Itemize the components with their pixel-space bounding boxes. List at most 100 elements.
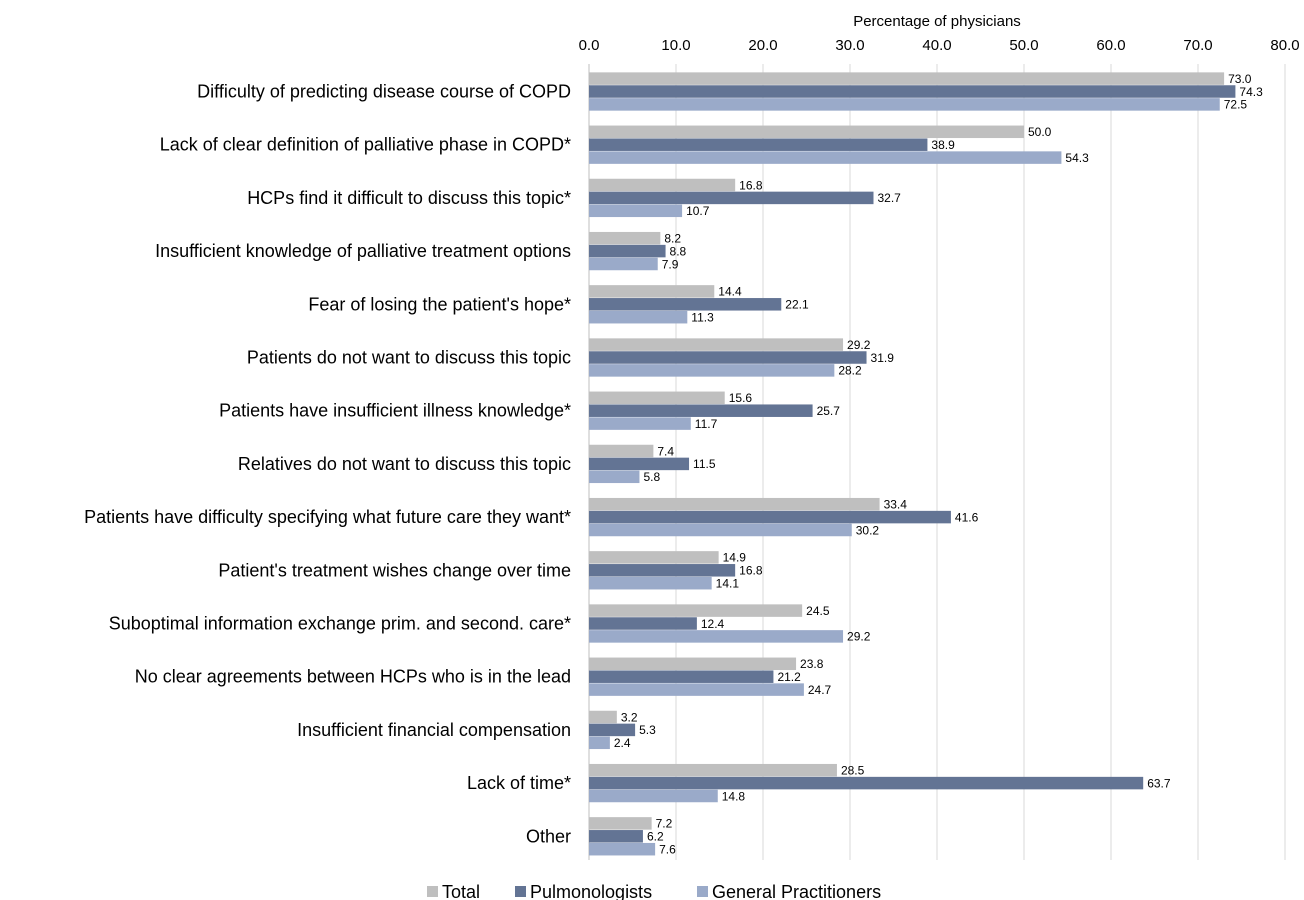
bars: [589, 72, 1236, 856]
category-label: Lack of time*: [467, 773, 571, 793]
bar: [589, 417, 691, 430]
bar: [589, 404, 813, 417]
bar: [589, 776, 1144, 790]
data-label: 32.7: [877, 191, 901, 205]
legend-label: Pulmonologists: [530, 882, 652, 900]
bar: [589, 842, 656, 856]
bar: [589, 830, 643, 843]
bar: [589, 191, 874, 205]
data-label: 2.4: [614, 736, 631, 750]
bar: [589, 736, 610, 750]
data-label: 33.4: [884, 498, 908, 512]
data-label: 7.9: [662, 257, 679, 271]
bar: [589, 657, 797, 671]
bar: [589, 470, 640, 484]
bar: [589, 710, 617, 724]
category-label: Insufficient knowledge of palliative tre…: [155, 241, 571, 261]
bar: [589, 444, 654, 458]
bar: [589, 85, 1236, 98]
data-label: 38.9: [931, 138, 955, 152]
bar: [589, 630, 844, 643]
data-label: 74.3: [1239, 85, 1263, 99]
category-label: Difficulty of predicting disease course …: [197, 82, 571, 102]
data-label: 50.0: [1028, 125, 1052, 139]
category-label: HCPs find it difficult to discuss this t…: [247, 188, 571, 208]
data-label: 73.0: [1228, 72, 1252, 86]
bar: [589, 285, 715, 298]
legend-label: Total: [442, 882, 480, 900]
bar: [589, 98, 1220, 111]
data-label: 63.7: [1147, 776, 1171, 790]
data-label: 3.2: [621, 710, 638, 724]
data-label: 24.7: [808, 683, 832, 697]
category-label: Patients do not want to discuss this top…: [247, 348, 571, 368]
bar: [589, 231, 661, 245]
bar: [589, 683, 804, 696]
category-label: Suboptimal information exchange prim. an…: [109, 614, 571, 634]
data-label: 30.2: [856, 523, 880, 537]
x-axis-title: Percentage of physicians: [853, 13, 1021, 30]
bar: [589, 617, 697, 630]
bar: [589, 310, 688, 324]
x-axis-ticks: 0.0 10.0 20.0 30.0 40.0 50.0 60.0 70.0 80.0: [579, 37, 1300, 54]
bar: [589, 510, 951, 524]
category-label: Patients have difficulty specifying what…: [84, 507, 571, 527]
data-label: 7.4: [657, 444, 674, 458]
bar: [589, 457, 690, 471]
data-label: 14.8: [722, 789, 746, 803]
category-label: Fear of losing the patient's hope*: [308, 294, 571, 314]
data-label: 31.9: [871, 351, 895, 365]
bar: [589, 351, 867, 364]
x-tick-label: 40.0: [922, 37, 951, 54]
bar: [589, 604, 803, 617]
bar: [589, 338, 844, 351]
data-label: 15.6: [729, 391, 753, 405]
data-label: 28.2: [838, 364, 862, 378]
legend: Total Pulmonologists General Practitioners: [427, 882, 881, 900]
data-label: 14.4: [718, 285, 742, 299]
data-label: 72.5: [1224, 98, 1248, 112]
x-tick-label: 70.0: [1183, 37, 1212, 54]
bar: [589, 789, 718, 803]
data-label: 21.2: [777, 670, 801, 684]
bar: [589, 298, 782, 311]
data-labels: 73.074.372.5 50.0 38.9 54.3 16.8 32.7 10.7 8.28…: [614, 72, 1263, 857]
data-label: 11.5: [693, 457, 716, 471]
legend-label: General Practitioners: [712, 882, 881, 900]
data-label: 11.3: [691, 311, 714, 325]
x-tick-label: 80.0: [1270, 37, 1299, 54]
data-label: 22.1: [785, 298, 809, 312]
bar: [589, 151, 1062, 164]
bar: [589, 72, 1225, 85]
bar: [589, 364, 835, 377]
data-label: 16.8: [739, 178, 763, 192]
data-label: 5.3: [639, 723, 656, 737]
bar: [589, 497, 880, 511]
bar: [589, 723, 636, 737]
data-label: 14.9: [723, 551, 747, 565]
category-label: Patient's treatment wishes change over t…: [218, 560, 571, 580]
legend-swatch: [697, 886, 708, 897]
x-tick-label: 20.0: [748, 37, 777, 54]
category-labels: Difficulty of predicting disease course …: [84, 82, 571, 847]
bar: [589, 391, 725, 405]
data-label: 29.2: [847, 630, 871, 644]
bar: [589, 523, 852, 537]
data-label: 7.2: [656, 817, 673, 831]
x-tick-label: 0.0: [579, 37, 600, 54]
data-label: 6.2: [647, 830, 664, 844]
data-label: 11.7: [695, 417, 718, 431]
data-label: 41.6: [955, 510, 979, 524]
data-label: 29.2: [847, 338, 871, 352]
category-label: No clear agreements between HCPs who is …: [135, 667, 571, 687]
data-label: 28.5: [841, 764, 865, 778]
bar: [589, 670, 774, 683]
data-label: 5.8: [643, 470, 660, 484]
data-label: 8.8: [670, 244, 687, 258]
legend-swatch: [515, 886, 526, 897]
data-label: 16.8: [739, 564, 763, 578]
bar: [589, 178, 736, 192]
data-label: 24.5: [806, 604, 830, 618]
x-tick-label: 50.0: [1009, 37, 1038, 54]
